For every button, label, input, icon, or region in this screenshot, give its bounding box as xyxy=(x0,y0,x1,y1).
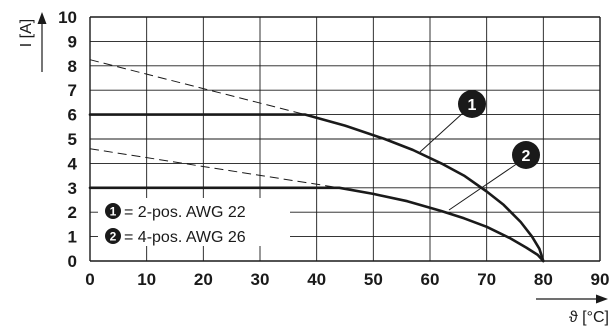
legend-marker-2 xyxy=(105,228,121,244)
legend: 1 = 2-pos. AWG 22 2 = 4-pos. AWG 26 xyxy=(98,198,290,246)
callout-1: 1 xyxy=(419,90,486,153)
callout-2-text: 2 xyxy=(522,148,531,165)
y-axis-label: I [A] xyxy=(18,19,35,47)
y-tick-label: 1 xyxy=(68,228,77,247)
legend-marker-2-text: 2 xyxy=(110,230,117,244)
series-2-extrapolation-line xyxy=(89,148,340,189)
legend-label-2: = 4-pos. AWG 26 xyxy=(124,229,246,246)
x-tick-label: 10 xyxy=(137,270,156,289)
x-tick-label: 90 xyxy=(591,270,610,289)
x-tick-label: 40 xyxy=(307,270,326,289)
y-tick-label: 0 xyxy=(68,252,77,271)
x-tick-label: 30 xyxy=(251,270,270,289)
callout-1-marker xyxy=(458,90,486,118)
y-tick-label: 6 xyxy=(68,106,77,125)
x-tick-label: 0 xyxy=(85,270,94,289)
x-axis-label: ϑ [°C] xyxy=(569,309,609,326)
callout-2-marker xyxy=(512,141,540,169)
x-tick-label: 20 xyxy=(194,270,213,289)
x-axis-arrow xyxy=(536,294,608,304)
callout-1-leader xyxy=(419,111,465,153)
y-tick-label: 9 xyxy=(68,32,77,51)
y-tick-label: 8 xyxy=(68,57,77,76)
legend-background xyxy=(98,198,290,246)
y-tick-label: 2 xyxy=(68,203,77,222)
legend-marker-1-text: 1 xyxy=(110,205,117,219)
y-tick-label: 4 xyxy=(68,154,78,173)
callout-2: 2 xyxy=(448,141,540,211)
legend-marker-1 xyxy=(105,203,121,219)
x-tick-label: 80 xyxy=(534,270,553,289)
y-tick-label: 7 xyxy=(68,81,77,100)
callout-1-text: 1 xyxy=(468,97,477,114)
legend-label-1: = 2-pos. AWG 22 xyxy=(124,204,246,221)
series-1-line xyxy=(88,113,545,263)
series-1-extrapolation-line xyxy=(89,59,306,116)
x-tick-label: 70 xyxy=(477,270,496,289)
y-tick-label: 10 xyxy=(58,8,77,27)
callout-2-leader xyxy=(448,162,519,211)
tick-labels: 0 10 20 30 40 50 60 70 80 90 0 1 2 3 4 5 6 7 8 9 10 xyxy=(58,8,609,289)
x-tick-label: 50 xyxy=(364,270,383,289)
curves xyxy=(88,59,545,263)
y-tick-label: 5 xyxy=(68,130,77,149)
x-tick-label: 60 xyxy=(421,270,440,289)
series-2-line xyxy=(88,186,545,263)
y-axis-arrow xyxy=(37,12,47,72)
y-tick-label: 3 xyxy=(68,179,77,198)
